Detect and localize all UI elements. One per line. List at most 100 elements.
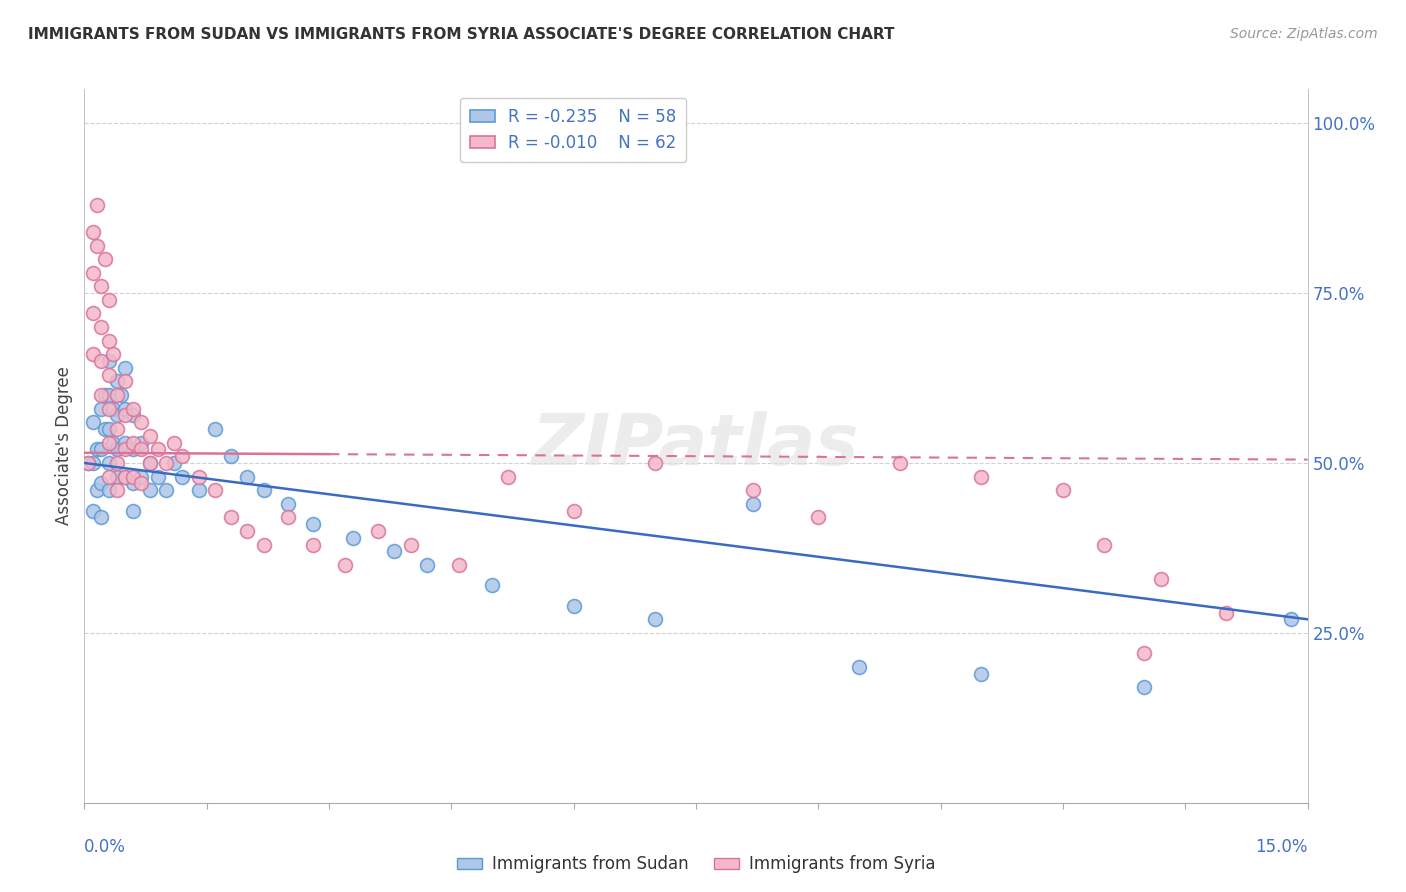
Text: ZIPatlas: ZIPatlas	[533, 411, 859, 481]
Point	[105, 375, 128, 389]
Point	[82, 266, 104, 280]
Point	[122, 442, 145, 457]
Point	[163, 435, 186, 450]
Point	[105, 409, 128, 423]
Point	[97, 469, 120, 483]
Point	[93, 422, 115, 436]
Point	[146, 469, 169, 483]
Point	[77, 456, 100, 470]
Point	[114, 442, 136, 457]
Point	[105, 388, 128, 402]
Point	[90, 354, 112, 368]
Point	[105, 456, 128, 470]
Point	[131, 469, 153, 483]
Point	[172, 469, 194, 483]
Point	[146, 442, 169, 457]
Point	[131, 442, 153, 457]
Point	[236, 524, 259, 538]
Text: IMMIGRANTS FROM SUDAN VS IMMIGRANTS FROM SYRIA ASSOCIATE'S DEGREE CORRELATION CH: IMMIGRANTS FROM SUDAN VS IMMIGRANTS FROM…	[28, 27, 894, 42]
Point	[644, 612, 666, 626]
Point	[449, 558, 471, 572]
Point	[114, 435, 136, 450]
Point	[742, 483, 765, 498]
Point	[97, 435, 120, 450]
Point	[114, 469, 136, 483]
Point	[90, 510, 112, 524]
Point	[97, 368, 120, 382]
Point	[122, 401, 145, 416]
Point	[187, 469, 209, 483]
Point	[138, 483, 160, 498]
Point	[367, 524, 389, 538]
Point	[97, 483, 120, 498]
Point	[122, 435, 145, 450]
Point	[97, 401, 120, 416]
Point	[86, 442, 108, 457]
Point	[382, 544, 405, 558]
Text: 0.0%: 0.0%	[84, 838, 127, 856]
Point	[82, 415, 104, 429]
Point	[644, 456, 666, 470]
Point	[101, 347, 124, 361]
Point	[131, 435, 153, 450]
Point	[101, 401, 124, 416]
Point	[82, 347, 104, 361]
Point	[97, 388, 120, 402]
Point	[138, 456, 160, 470]
Point	[97, 293, 120, 307]
Point	[86, 198, 108, 212]
Point	[889, 456, 911, 470]
Point	[97, 422, 120, 436]
Point	[131, 476, 153, 491]
Point	[498, 469, 520, 483]
Point	[970, 666, 993, 681]
Point	[219, 510, 242, 524]
Point	[138, 429, 160, 443]
Point	[90, 388, 112, 402]
Point	[86, 238, 108, 252]
Point	[253, 537, 276, 551]
Point	[105, 483, 128, 498]
Point	[105, 442, 128, 457]
Point	[277, 497, 299, 511]
Point	[1150, 572, 1173, 586]
Point	[114, 469, 136, 483]
Point	[204, 483, 226, 498]
Point	[82, 503, 104, 517]
Point	[335, 558, 357, 572]
Point	[204, 422, 226, 436]
Point	[253, 483, 276, 498]
Point	[122, 476, 145, 491]
Point	[301, 537, 323, 551]
Point	[481, 578, 503, 592]
Point	[742, 497, 765, 511]
Point	[82, 456, 104, 470]
Point	[1215, 606, 1237, 620]
Point	[97, 456, 120, 470]
Point	[93, 388, 115, 402]
Point	[301, 517, 323, 532]
Point	[122, 469, 145, 483]
Point	[1092, 537, 1115, 551]
Point	[277, 510, 299, 524]
Point	[562, 503, 585, 517]
Point	[82, 306, 104, 320]
Point	[970, 469, 993, 483]
Point	[1279, 612, 1302, 626]
Point	[163, 456, 186, 470]
Point	[114, 360, 136, 375]
Point	[236, 469, 259, 483]
Point	[105, 422, 128, 436]
Point	[172, 449, 194, 463]
Point	[1052, 483, 1074, 498]
Point	[122, 409, 145, 423]
Point	[82, 225, 104, 239]
Point	[110, 388, 132, 402]
Point	[97, 334, 120, 348]
Point	[155, 456, 177, 470]
Point	[155, 483, 177, 498]
Point	[90, 279, 112, 293]
Point	[97, 354, 120, 368]
Point	[399, 537, 422, 551]
Point	[131, 415, 153, 429]
